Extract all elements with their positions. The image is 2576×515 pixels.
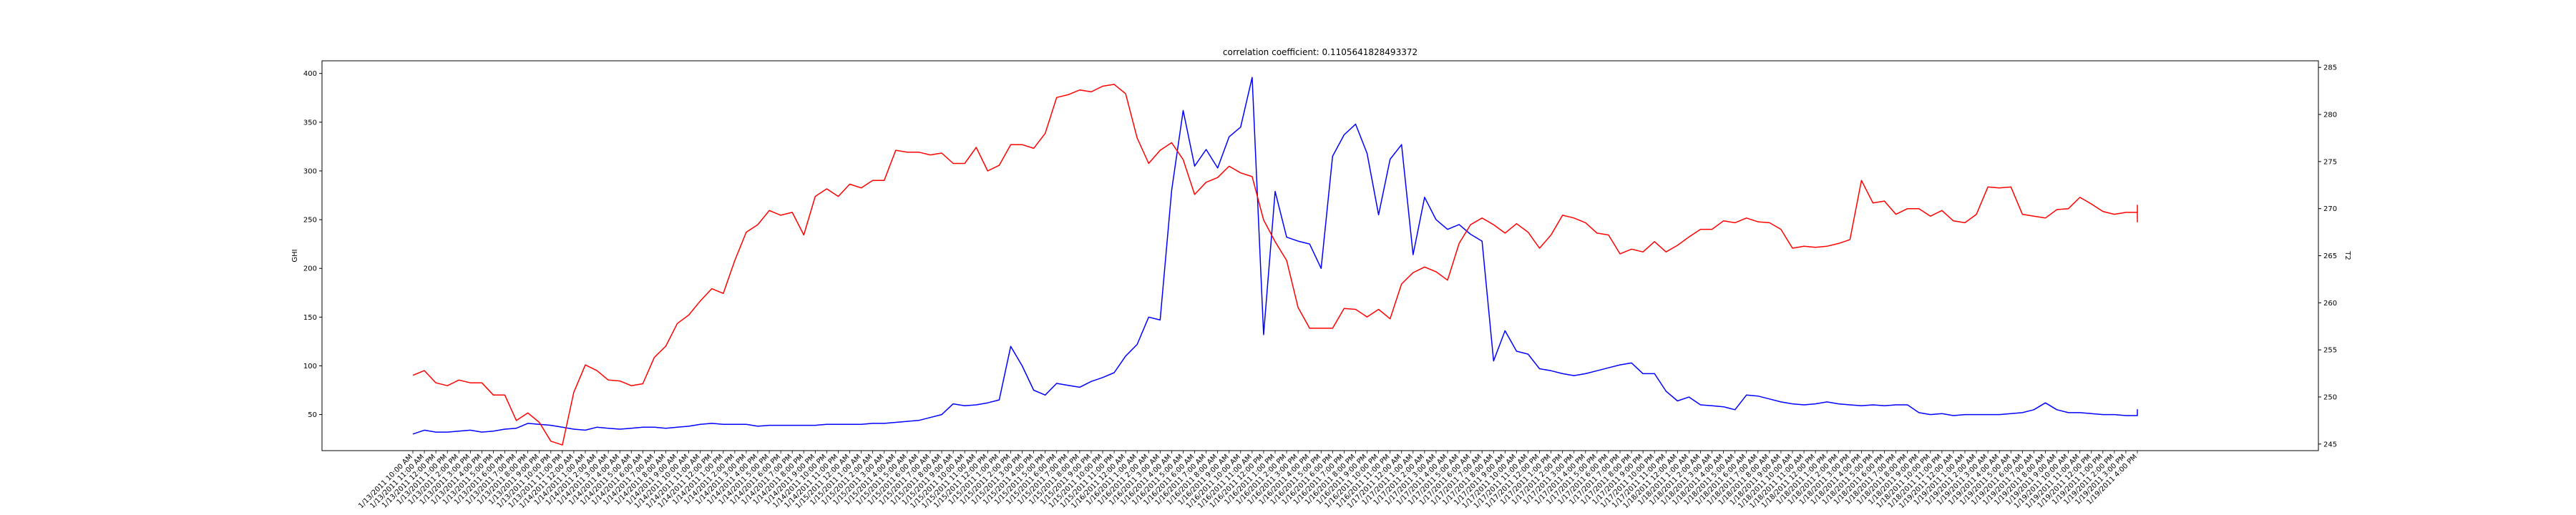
left-tick-label: 100 xyxy=(303,363,317,371)
left-axis-label: GHI xyxy=(291,249,299,262)
right-tick-label: 245 xyxy=(2323,441,2337,448)
right-tick-label: 275 xyxy=(2323,158,2337,166)
left-y-axis: 50 100 150 200 250 300 350 400 xyxy=(303,70,322,419)
chart-title: correlation coefficient: 0.1105641828493… xyxy=(1223,47,1418,57)
right-tick-label: 250 xyxy=(2323,393,2337,401)
left-tick-label: 350 xyxy=(303,119,317,127)
right-axis-label: T2 xyxy=(2343,250,2351,260)
x-axis: 1/13/2011 10:00 AM1/13/2011 11:00 AM1/13… xyxy=(357,451,2139,510)
left-tick-label: 250 xyxy=(303,217,317,225)
left-tick-label: 400 xyxy=(303,70,317,78)
series-line-ghi xyxy=(412,77,2138,435)
right-tick-label: 260 xyxy=(2323,300,2337,308)
left-tick-label: 150 xyxy=(303,314,317,322)
right-tick-label: 255 xyxy=(2323,347,2337,355)
right-tick-label: 270 xyxy=(2323,205,2337,213)
plot-frame xyxy=(321,60,2319,451)
left-tick-label: 50 xyxy=(308,411,317,419)
series-line-t2 xyxy=(412,84,2138,446)
right-y-axis: 245 250 255 260 265 270 275 280 285 xyxy=(2318,64,2337,448)
left-tick-label: 300 xyxy=(303,167,317,175)
series-layer xyxy=(412,77,2138,446)
right-tick-label: 285 xyxy=(2323,64,2337,72)
left-tick-label: 200 xyxy=(303,265,317,273)
right-tick-label: 265 xyxy=(2323,252,2337,260)
right-tick-label: 280 xyxy=(2323,112,2337,119)
